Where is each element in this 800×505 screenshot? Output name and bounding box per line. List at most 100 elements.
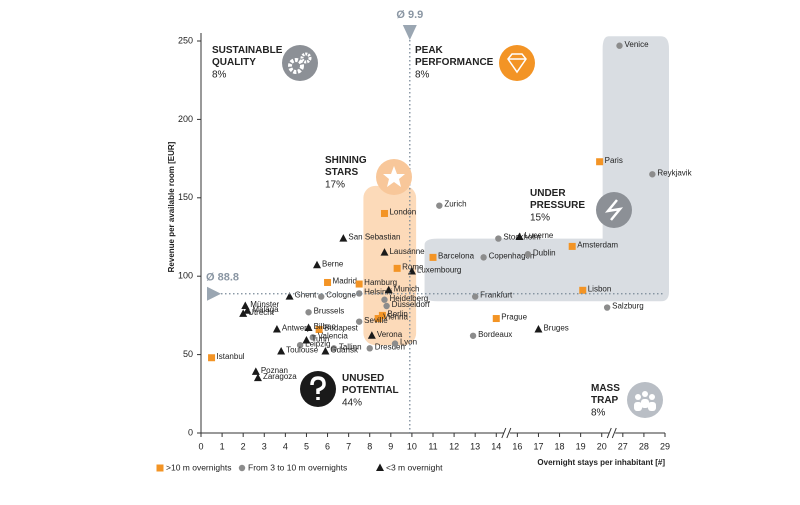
icon-diamond <box>507 53 527 74</box>
point-label: Tallinn <box>339 342 362 351</box>
point <box>568 242 576 250</box>
point <box>480 254 487 261</box>
x-tick-label: 18 <box>555 441 565 451</box>
point-label: Lyon <box>400 338 417 347</box>
point <box>309 334 316 341</box>
point <box>302 335 311 344</box>
point-label: Verona <box>377 330 403 339</box>
point <box>324 278 332 286</box>
point-label: Bruges <box>543 324 568 333</box>
point <box>304 323 313 331</box>
x-tick-label: 3 <box>262 441 267 451</box>
icon-person <box>648 402 656 411</box>
point <box>381 296 388 303</box>
point <box>296 341 304 349</box>
point <box>339 234 348 242</box>
point-label: Berlin <box>387 310 407 319</box>
point <box>524 251 532 258</box>
x-tick-label: 14 <box>491 441 501 451</box>
point-label: London <box>389 208 416 217</box>
point-label: Paris <box>605 156 623 165</box>
axis-break <box>501 427 507 439</box>
x-tick-label: 5 <box>304 441 309 451</box>
quadrant-title: UNUSED POTENTIAL <box>342 373 399 396</box>
point-label: Helsinki <box>364 288 392 297</box>
icon-star <box>383 166 405 187</box>
point-label: Valencia <box>318 331 349 340</box>
point <box>616 42 623 49</box>
x-mean-arrow <box>402 25 417 40</box>
point-label: Zaragoza <box>263 372 297 381</box>
axis-break <box>506 427 512 439</box>
point-label: Bilbao <box>314 322 337 331</box>
point-label: Lisbon <box>588 284 612 293</box>
legend-marker <box>376 463 384 471</box>
x-tick-label: 28 <box>639 441 649 451</box>
point <box>277 346 286 355</box>
x-tick-label: 12 <box>449 441 459 451</box>
x-tick-label: 10 <box>407 441 417 451</box>
highlights <box>363 36 669 346</box>
y-tick-label: 150 <box>178 192 193 202</box>
y-tick-label: 100 <box>178 271 193 281</box>
point-label: Münster <box>250 300 279 309</box>
point-label: Madrid <box>333 277 357 286</box>
icon-person <box>649 394 655 400</box>
point <box>272 325 281 333</box>
quadrant-share: 17% <box>325 180 345 191</box>
point-label: Lausanne <box>389 247 425 256</box>
x-tick-label: 6 <box>325 441 330 451</box>
axis-break <box>611 427 617 439</box>
point <box>367 331 376 339</box>
point <box>383 302 390 310</box>
legend-label: >10 m overnights <box>166 462 231 472</box>
y-mean-label: Ø 88.8 <box>206 272 239 284</box>
point <box>378 311 386 319</box>
x-tick-label: 27 <box>618 441 628 451</box>
point <box>374 315 382 323</box>
x-tick-label: 4 <box>283 441 288 451</box>
point <box>380 209 388 217</box>
point <box>384 285 393 294</box>
axis-break <box>606 427 612 439</box>
point-label: Berne <box>322 259 344 268</box>
plot: Istanbul London Madrid Hamburg Rome BerlinVie… <box>208 40 693 381</box>
point <box>305 309 312 316</box>
point <box>253 373 262 382</box>
quadrant-icon <box>499 45 535 81</box>
icon-bolt <box>604 199 624 221</box>
point-label: Utrecht <box>248 308 275 317</box>
point-label: Turin <box>311 335 329 344</box>
point <box>313 260 321 269</box>
point-label: Lucerne <box>524 231 553 240</box>
icon-person <box>642 391 648 397</box>
x-tick-label: 13 <box>470 441 480 451</box>
point-label: Bordeaux <box>478 330 512 339</box>
point <box>366 345 373 352</box>
point <box>495 235 502 242</box>
x-tick-label: 0 <box>198 441 203 451</box>
x-tick-label: 20 <box>597 441 607 451</box>
icon-gear <box>300 52 312 64</box>
legend-label: From 3 to 10 m overnights <box>248 462 347 472</box>
y-mean-arrow <box>207 286 221 301</box>
point-label: Hamburg <box>364 278 397 287</box>
point <box>492 315 500 323</box>
point-label: Dresden <box>375 342 405 351</box>
point-label: Gdansk <box>330 346 359 355</box>
x-tick-label: 17 <box>533 441 543 451</box>
point-label: Venice <box>625 40 650 49</box>
point <box>330 345 338 352</box>
y-tick-label: 0 <box>188 427 193 437</box>
point-label: Stockholm <box>503 233 541 242</box>
point-label: Zurich <box>444 200 466 209</box>
axis-break-gap <box>503 430 510 436</box>
point-label: Prague <box>501 313 527 322</box>
point-label: Salzburg <box>612 302 644 311</box>
point <box>393 264 401 272</box>
x-tick-label: 7 <box>346 441 351 451</box>
x-tick-label: 1 <box>220 441 225 451</box>
point <box>355 280 363 288</box>
point-label: Heidelberg <box>389 294 428 303</box>
